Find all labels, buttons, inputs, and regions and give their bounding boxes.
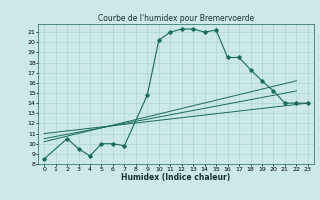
Title: Courbe de l'humidex pour Bremervoerde: Courbe de l'humidex pour Bremervoerde — [98, 14, 254, 23]
X-axis label: Humidex (Indice chaleur): Humidex (Indice chaleur) — [121, 173, 231, 182]
